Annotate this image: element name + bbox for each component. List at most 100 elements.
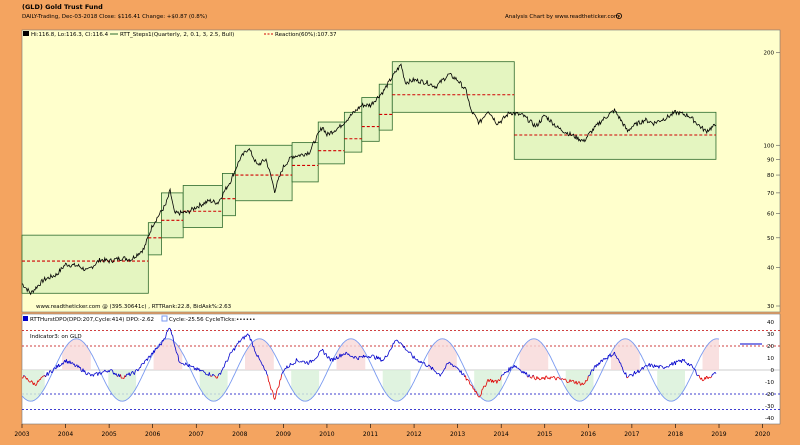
dpo-segment	[239, 340, 242, 343]
dpo-segment	[234, 346, 236, 351]
dpo-segment	[269, 386, 272, 391]
cycle-shade	[108, 370, 137, 402]
dpo-segment	[281, 372, 283, 375]
dpo-segment	[314, 358, 316, 360]
dpo-segment	[446, 363, 448, 365]
dpo-segment	[204, 372, 207, 375]
dpo-segment	[108, 369, 111, 373]
dpo-segment	[460, 370, 463, 375]
x-tick-label: 2004	[58, 431, 73, 438]
price-y-tick-label: 80	[767, 173, 774, 179]
dpo-segment	[372, 354, 375, 356]
dpo-segment	[393, 340, 396, 344]
dpo-segment	[269, 382, 271, 387]
dpo-segment	[676, 360, 679, 363]
step-box	[391, 61, 515, 113]
dpo-segment	[453, 365, 455, 368]
cycle-shade	[519, 338, 549, 370]
dpo-segment	[528, 374, 531, 377]
hurst-y-tick-label: -30	[765, 404, 774, 410]
dpo-segment	[385, 355, 387, 358]
dpo-segment	[317, 355, 319, 358]
dpo-segment	[280, 374, 282, 380]
dpo-segment	[100, 371, 103, 375]
dpo-segment	[282, 371, 284, 373]
x-tick-label: 2006	[145, 431, 160, 438]
cycle-shade	[382, 370, 411, 402]
dpo-segment	[471, 385, 473, 387]
dpo-segment	[547, 377, 549, 380]
x-tick-label: 2005	[101, 431, 116, 438]
dpo-segment	[391, 346, 393, 349]
dpo-segment	[355, 356, 357, 359]
hurst-y-axis: 40 30 20 10 0 -10 -20 -30 -40	[765, 320, 774, 422]
step-box	[21, 234, 149, 294]
dpo-segment	[529, 376, 532, 379]
dpo-segment	[180, 362, 182, 364]
dpo-segment	[395, 339, 397, 341]
dpo-segment	[405, 349, 408, 351]
dpo-segment	[473, 388, 476, 393]
dpo-segment	[411, 353, 413, 357]
price-y-tick-label: 30	[767, 304, 774, 310]
dpo-segment	[24, 375, 26, 378]
dpo-segment	[123, 375, 126, 379]
dpo-segment	[432, 366, 434, 370]
dpo-segment	[350, 355, 352, 357]
dpo-segment	[499, 376, 502, 380]
dpo-segment	[618, 359, 621, 364]
dpo-segment	[277, 386, 280, 388]
dpo-segment	[221, 369, 223, 372]
dpo-segment	[424, 362, 426, 366]
dpo-segment	[681, 359, 683, 363]
dpo-segment	[413, 355, 416, 359]
settings-icon[interactable]	[616, 12, 623, 19]
dpo-segment	[130, 371, 133, 375]
dpo-segment	[615, 355, 617, 357]
dpo-segment	[90, 374, 93, 377]
dpo-segment	[164, 336, 167, 340]
dpo-segment	[622, 370, 625, 373]
dpo-segment	[465, 375, 467, 381]
dpo-segment	[651, 364, 654, 367]
dpo-segment	[684, 361, 687, 363]
dpo-segment	[134, 369, 137, 372]
dpo-segment	[169, 328, 172, 332]
dpo-segment	[104, 369, 106, 372]
dpo-segment	[253, 346, 255, 351]
dpo-segment	[258, 358, 261, 361]
dpo-segment	[245, 334, 248, 337]
dpo-segment	[696, 374, 698, 376]
dpo-segment	[39, 377, 42, 380]
dpo-segment	[605, 357, 607, 360]
step-box	[317, 121, 345, 165]
dpo-segment	[276, 388, 278, 393]
dpo-segment	[418, 361, 420, 363]
legend-reaction: Reaction(60%):107.37	[275, 32, 337, 38]
dpo-segment	[74, 365, 77, 367]
dpo-segment	[639, 369, 641, 372]
dpo-segment	[488, 379, 491, 382]
dpo-segment	[408, 351, 410, 353]
dpo-segment	[570, 380, 573, 382]
dpo-segment	[275, 392, 277, 398]
x-tick-label: 2018	[668, 431, 683, 438]
step-box	[235, 144, 293, 202]
dpo-segment	[505, 371, 507, 373]
dpo-segment	[417, 359, 419, 363]
dpo-segment	[685, 362, 688, 364]
dpo-segment	[85, 373, 87, 375]
dpo-segment	[640, 368, 642, 371]
dpo-segment	[567, 381, 569, 384]
dpo-segment	[435, 371, 438, 374]
chart-title: (GLD) Gold Trust Fund	[22, 3, 103, 11]
dpo-segment	[323, 350, 325, 355]
hurst-y-tick-label: -20	[765, 392, 774, 398]
dpo-segment	[224, 360, 227, 364]
dpo-segment	[512, 366, 514, 369]
dpo-segment	[88, 372, 91, 375]
dpo-segment	[177, 355, 180, 362]
dpo-segment	[621, 367, 624, 371]
dpo-segment	[112, 370, 114, 375]
dpo-segment	[174, 345, 176, 348]
